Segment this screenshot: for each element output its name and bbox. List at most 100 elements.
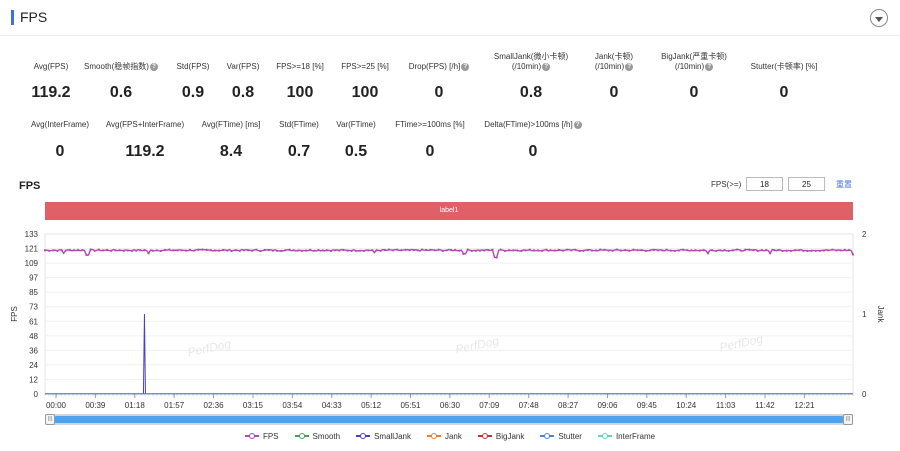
series-fps-point	[255, 248, 258, 251]
help-icon[interactable]: ?	[149, 62, 158, 71]
series-fps-point	[665, 248, 668, 251]
series-fps-point	[217, 249, 221, 252]
series-fps-point	[429, 248, 432, 251]
legend-item-interframe[interactable]: InterFrame	[597, 430, 655, 442]
stat-label: Avg(InterFrame)	[30, 120, 90, 129]
series-fps-point	[317, 248, 320, 252]
series-fps-point	[636, 249, 639, 252]
series-fps-point	[760, 248, 763, 252]
fps-chart[interactable]: 133 121 109 97 85 73 61 48 36 24 12 0 2 1 0 FPS Jank 00:0…	[0, 222, 900, 412]
series-fps-point	[275, 249, 279, 252]
series-fps-point	[545, 248, 548, 251]
plot-area	[44, 233, 854, 395]
help-icon[interactable]: ?	[705, 62, 714, 71]
series-fps-point	[503, 249, 507, 252]
series-fps-point	[640, 248, 643, 252]
help-icon[interactable]: ?	[625, 62, 634, 71]
series-fps-point	[226, 249, 229, 252]
series-fps-point	[607, 249, 610, 252]
series-fps-point	[565, 248, 569, 251]
series-fps-point	[516, 249, 519, 252]
help-icon[interactable]: ?	[461, 62, 470, 71]
series-fps-point	[698, 249, 701, 252]
series-fps-point	[391, 249, 395, 252]
legend-item-smooth[interactable]: Smooth	[294, 430, 340, 442]
x-tick-label: 10:24	[676, 401, 697, 410]
x-tick-label: 12:21	[794, 401, 815, 410]
legend-item-fps[interactable]: FPS	[244, 430, 279, 442]
series-fps-point	[329, 249, 333, 253]
legend-item-smalljank[interactable]: SmallJank	[356, 430, 411, 442]
y-left-tick-label: 61	[29, 317, 38, 326]
scrollbar-left-handle[interactable]: |||	[45, 414, 55, 425]
series-fps-point	[197, 248, 200, 251]
series-fps-point	[673, 249, 676, 252]
series-fps-point	[122, 249, 125, 252]
series-fps-point	[85, 253, 88, 257]
fps-threshold-input-2[interactable]	[788, 177, 825, 191]
series-fps-point	[781, 249, 784, 253]
series-fps-point	[48, 249, 51, 252]
x-tick-label: 04:33	[322, 401, 343, 410]
stat-value: 0.7	[287, 143, 311, 160]
y-left-tick-label: 36	[29, 346, 38, 355]
series-fps-point	[188, 248, 192, 251]
series-fps-point	[176, 249, 179, 252]
label-band[interactable]: label1	[45, 202, 853, 220]
stat-label: BigJank(严重卡顿) (/10min)?	[661, 52, 727, 71]
series-fps-point	[147, 252, 150, 255]
fps-threshold-input-1[interactable]	[746, 177, 783, 191]
series-fps-point	[77, 248, 80, 252]
y-left-tick-label: 121	[25, 245, 39, 254]
series-fps-point	[209, 249, 212, 252]
legend-item-jank[interactable]: Jank	[426, 430, 462, 442]
series-fps-point	[193, 249, 196, 252]
series-fps-point	[205, 248, 208, 251]
series-fps-point	[130, 249, 134, 252]
y-right-axis-title: Jank	[876, 306, 885, 324]
stat-value: 0	[434, 84, 444, 101]
series-fps-point	[764, 248, 768, 252]
series-fps-point	[64, 249, 67, 252]
y-left-tick-label: 85	[29, 288, 38, 297]
collapse-button[interactable]	[870, 9, 888, 27]
series-fps-point	[686, 249, 689, 252]
series-fps-point	[184, 249, 187, 252]
panel-header: FPS	[0, 0, 900, 36]
legend-item-bigjank[interactable]: BigJank	[477, 430, 524, 442]
series-fps-point	[400, 249, 403, 252]
series-fps-point	[346, 249, 349, 252]
series-fps-point	[213, 249, 216, 252]
x-tick-label: 03:15	[243, 401, 264, 410]
help-icon[interactable]: ?	[542, 62, 551, 71]
series-fps-point	[690, 249, 693, 252]
scrollbar-right-handle[interactable]: |||	[843, 414, 853, 425]
series-fps-point	[433, 249, 436, 252]
series-fps-point	[744, 248, 747, 251]
series-fps-point	[97, 248, 100, 251]
series-fps-point	[851, 253, 855, 256]
series-fps-point	[520, 249, 523, 252]
chart-scrollbar[interactable]: ||| |||	[45, 414, 853, 425]
series-fps-point	[201, 248, 204, 251]
stat-label: Std(FPS)	[176, 62, 210, 71]
legend-swatch-icon	[540, 433, 555, 439]
stat-value: 0.6	[109, 84, 133, 101]
scrollbar-range[interactable]	[55, 416, 843, 423]
series-fps-point	[835, 249, 838, 252]
reset-button[interactable]: 重置	[836, 180, 852, 189]
legend-swatch-icon	[597, 433, 612, 439]
series-fps-point	[358, 249, 362, 252]
series-fps-point	[839, 249, 842, 252]
help-icon[interactable]: ?	[573, 120, 582, 129]
series-fps-point	[387, 248, 391, 251]
series-fps-point	[72, 249, 76, 252]
series-fps-point	[735, 248, 739, 251]
series-fps-point	[847, 248, 850, 252]
series-fps-point	[648, 249, 652, 252]
series-fps-point	[396, 248, 399, 251]
stat-label: FTime>=100ms [%]	[395, 120, 465, 129]
series-fps-point	[93, 249, 96, 252]
legend-item-stutter[interactable]: Stutter	[540, 430, 582, 442]
series-fps-point	[487, 248, 490, 252]
